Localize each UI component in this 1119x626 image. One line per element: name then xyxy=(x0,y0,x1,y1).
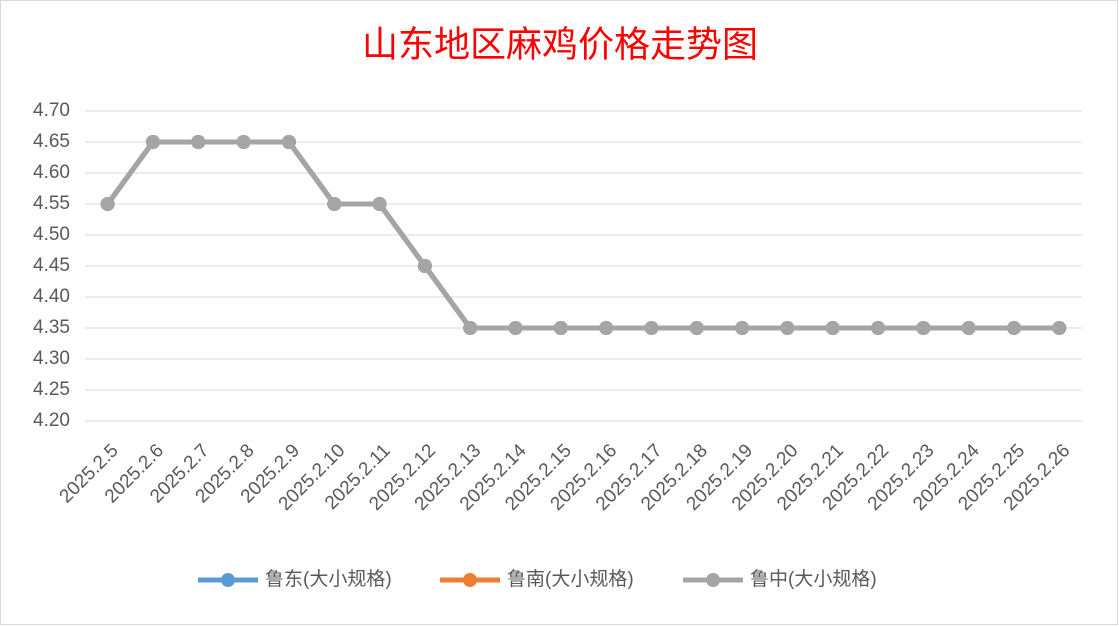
data-point xyxy=(281,135,296,149)
y-tick-label: 4.45 xyxy=(33,255,70,276)
data-point xyxy=(508,321,523,335)
y-tick-label: 4.25 xyxy=(33,379,70,400)
data-point xyxy=(1007,321,1022,335)
data-point xyxy=(689,321,704,335)
y-tick-label: 4.55 xyxy=(33,193,70,214)
data-point xyxy=(916,321,931,335)
data-point xyxy=(463,321,478,335)
legend-marker xyxy=(463,573,477,587)
legend-label: 鲁东(大小规格) xyxy=(265,568,392,590)
y-tick-label: 4.30 xyxy=(33,348,70,369)
legend-label: 鲁中(大小规格) xyxy=(750,568,877,590)
data-point xyxy=(191,135,206,149)
legend-item: 鲁南(大小规格) xyxy=(440,568,634,590)
data-point xyxy=(871,321,886,335)
data-point xyxy=(961,321,976,335)
data-point xyxy=(417,259,432,273)
data-point xyxy=(599,321,614,335)
y-tick-label: 4.35 xyxy=(33,317,70,338)
data-point xyxy=(327,197,342,211)
y-tick-label: 4.20 xyxy=(33,410,70,431)
legend-item: 鲁中(大小规格) xyxy=(683,568,877,590)
data-point xyxy=(735,321,750,335)
data-point xyxy=(780,321,795,335)
series-line xyxy=(105,139,1060,331)
data-point xyxy=(100,197,115,211)
data-point xyxy=(236,135,251,149)
y-tick-label: 4.60 xyxy=(33,162,70,183)
data-point xyxy=(644,321,659,335)
y-tick-label: 4.70 xyxy=(33,100,70,121)
legend-item: 鲁东(大小规格) xyxy=(198,568,392,590)
legend-label: 鲁南(大小规格) xyxy=(507,568,634,590)
data-point xyxy=(553,321,568,335)
data-point xyxy=(1052,321,1067,335)
legend-marker xyxy=(221,573,235,587)
data-point xyxy=(145,135,160,149)
legend-marker xyxy=(706,573,720,587)
data-point xyxy=(825,321,840,335)
y-tick-label: 4.65 xyxy=(33,131,70,152)
y-tick-label: 4.50 xyxy=(33,224,70,245)
data-point xyxy=(372,197,387,211)
chart-title: 山东地区麻鸡价格走势图 xyxy=(362,24,758,64)
y-tick-label: 4.40 xyxy=(33,286,70,307)
